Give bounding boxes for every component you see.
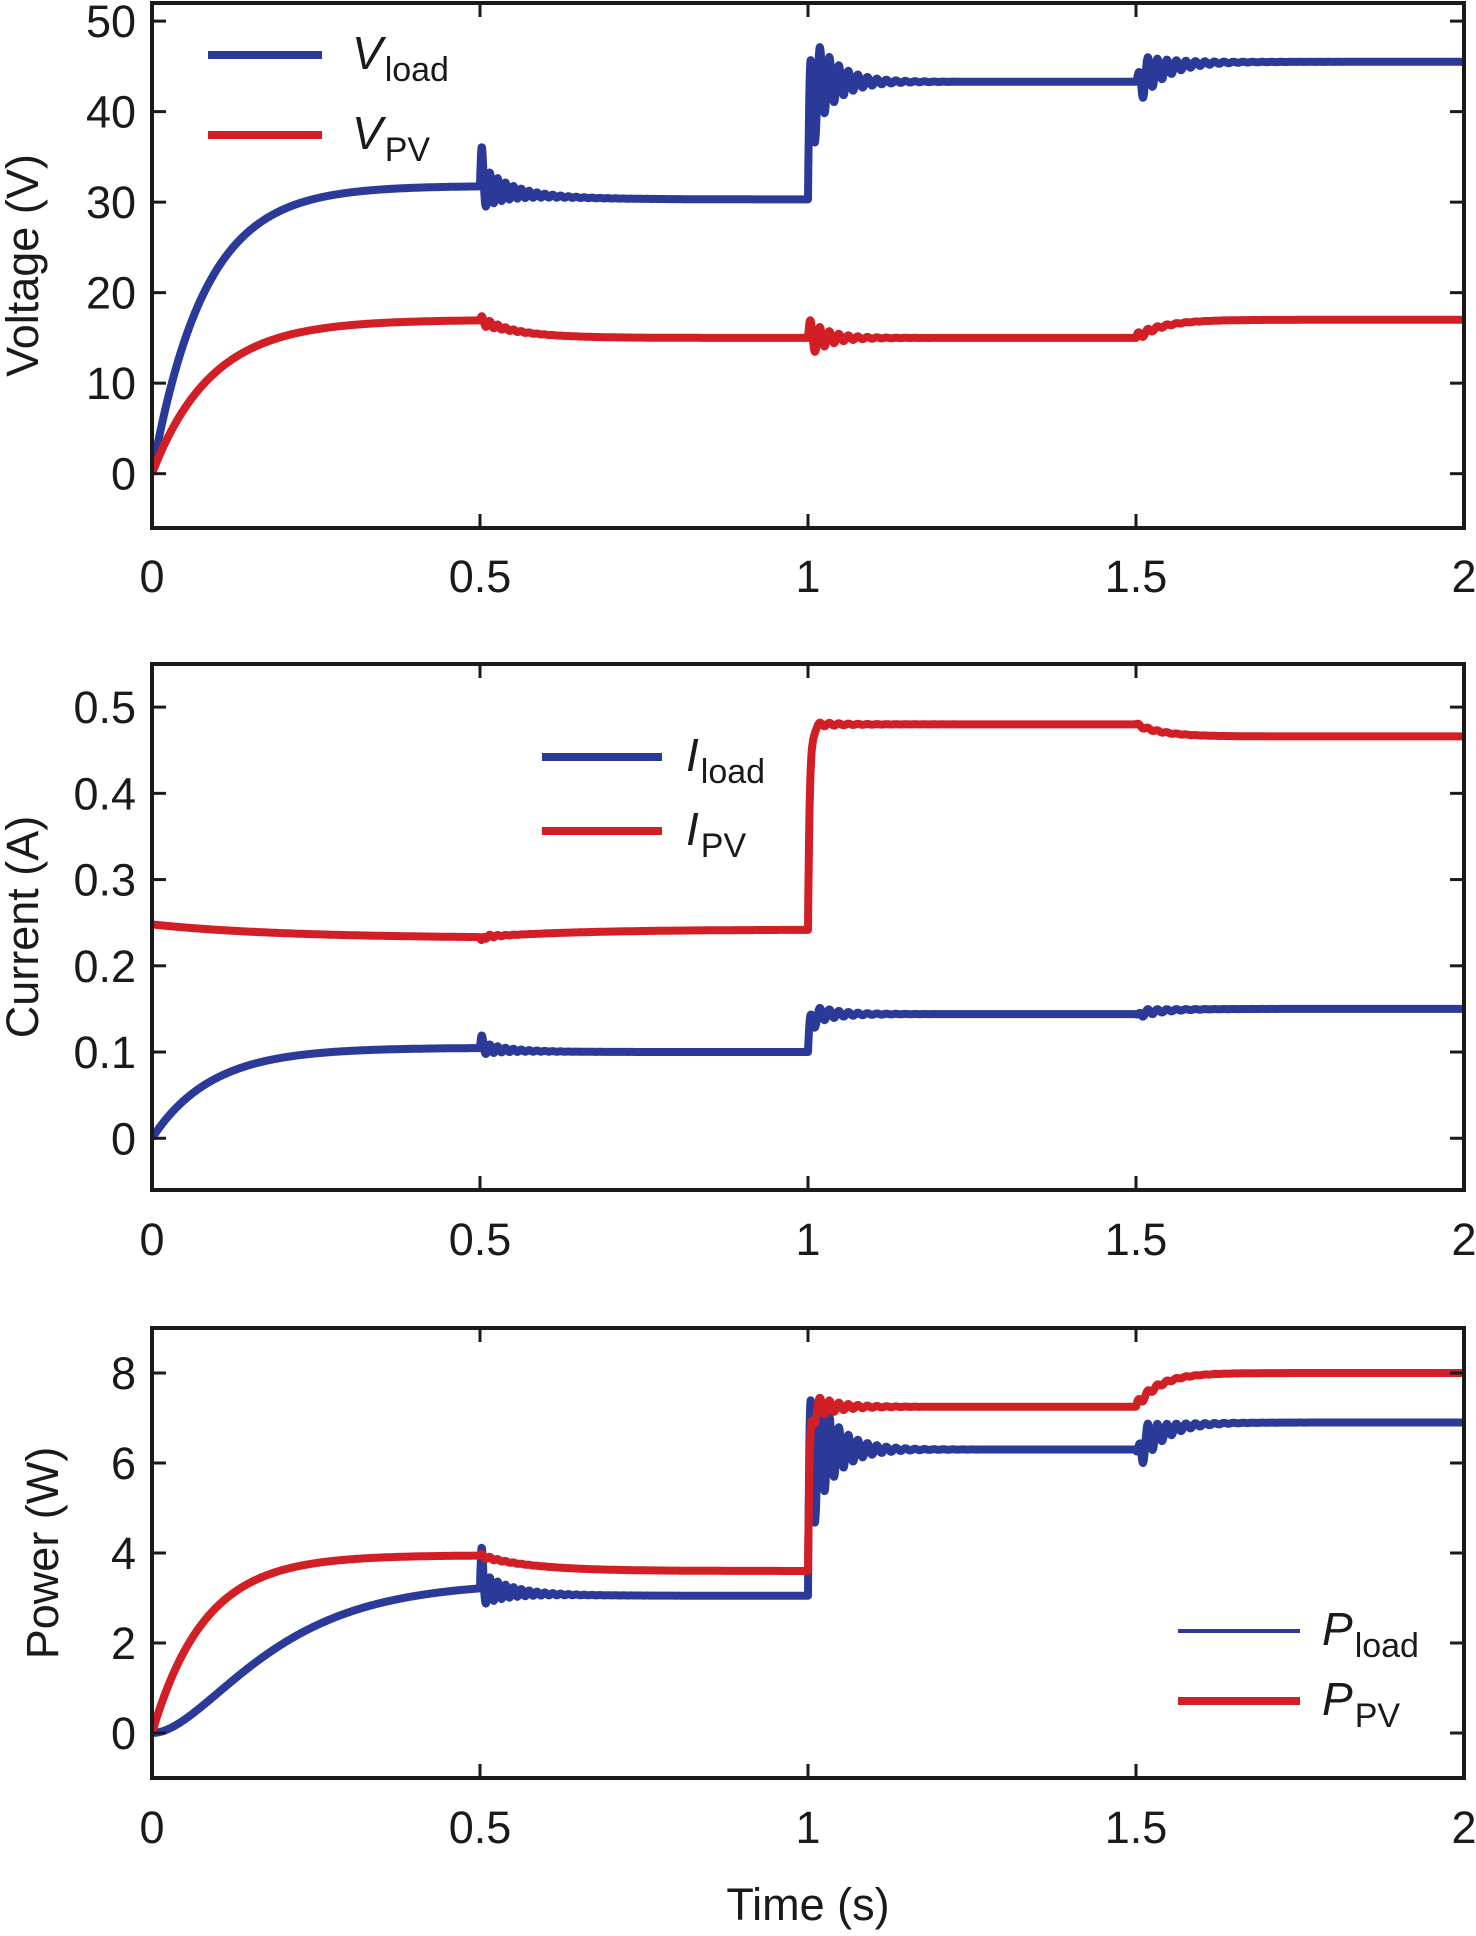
y-tick-label: 0 xyxy=(111,1113,136,1164)
series-line-p-pv xyxy=(152,1369,1464,1736)
y-tick-label: 6 xyxy=(111,1438,136,1489)
legend: Iload IPV xyxy=(542,729,765,865)
legend: Pload PPV xyxy=(1178,1603,1419,1735)
y-axis-label: Voltage (V) xyxy=(0,154,48,377)
x-tick-label: 1 xyxy=(795,1802,820,1853)
y-tick-label: 4 xyxy=(111,1528,136,1579)
y-tick-label: 0.3 xyxy=(73,855,136,906)
y-tick-label: 0 xyxy=(111,1708,136,1759)
legend-label: PPV xyxy=(1322,1673,1400,1735)
y-tick-label: 0.5 xyxy=(73,682,136,733)
series-line-v-load xyxy=(152,43,1464,476)
y-tick-label: 10 xyxy=(86,358,136,409)
y-tick-label: 20 xyxy=(86,268,136,319)
y-tick-label: 30 xyxy=(86,177,136,228)
y-axis-label: Power (W) xyxy=(17,1447,68,1660)
y-tick-label: 50 xyxy=(86,0,136,47)
legend-label: Pload xyxy=(1322,1603,1419,1665)
x-tick-label: 0.5 xyxy=(449,1802,512,1853)
y-tick-label: 40 xyxy=(86,87,136,138)
x-tick-label: 2 xyxy=(1451,551,1476,602)
legend: Vload VPV xyxy=(208,27,449,169)
y-tick-label: 2 xyxy=(111,1618,136,1669)
x-tick-label: 0.5 xyxy=(449,1214,512,1265)
legend-label: Vload xyxy=(352,27,449,89)
x-tick-label: 1 xyxy=(795,551,820,602)
x-tick-label: 1 xyxy=(795,1214,820,1265)
y-axis-label: Current (A) xyxy=(0,816,48,1039)
x-tick-label: 0 xyxy=(139,1802,164,1853)
y-tick-label: 0.1 xyxy=(73,1027,136,1078)
series-line-v-pv xyxy=(152,312,1464,477)
power-panel: 0 0.5 1 1.5 2 0 2 4 6 8 Power (W) Pload PPV xyxy=(17,1326,1476,1853)
series-line-i-load xyxy=(152,1003,1464,1142)
legend-label: IPV xyxy=(686,803,746,865)
x-tick-label: 1.5 xyxy=(1105,1802,1168,1853)
series-line-i-pv xyxy=(152,718,1464,944)
y-tick-label: 0 xyxy=(111,449,136,500)
x-tick-label: 0.5 xyxy=(449,551,512,602)
current-panel: 0 0.5 1 1.5 2 0 0.1 0.2 0.3 0.4 0.5 Current (A) Iloa… xyxy=(0,662,1476,1265)
legend-label: Iload xyxy=(686,729,765,791)
x-tick-label: 0 xyxy=(139,1214,164,1265)
x-tick-label: 1.5 xyxy=(1105,1214,1168,1265)
series-line-p-load xyxy=(152,1396,1464,1737)
y-tick-label: 0.2 xyxy=(73,941,136,992)
x-tick-label: 2 xyxy=(1451,1802,1476,1853)
y-tick-label: 0.4 xyxy=(73,768,136,819)
x-axis-label: Time (s) xyxy=(726,1879,889,1930)
legend-label: VPV xyxy=(352,107,430,169)
x-tick-label: 0 xyxy=(139,551,164,602)
y-tick-label: 8 xyxy=(111,1348,136,1399)
x-tick-label: 1.5 xyxy=(1105,551,1168,602)
x-tick-label: 2 xyxy=(1451,1214,1476,1265)
